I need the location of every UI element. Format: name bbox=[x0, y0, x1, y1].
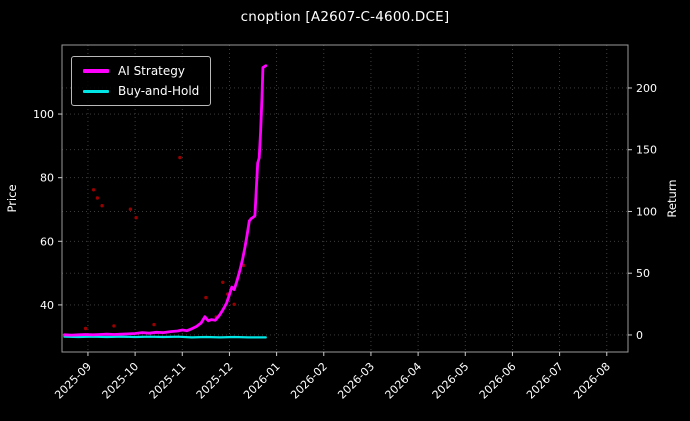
signal-dot bbox=[112, 324, 116, 328]
legend-item-ai-strategy: AI Strategy bbox=[83, 65, 199, 77]
y-tick-label-right: 150 bbox=[636, 144, 657, 157]
signal-dot bbox=[128, 207, 133, 211]
signal-dot bbox=[83, 326, 88, 331]
chart-title: cnoption [A2607-C-4600.DCE] bbox=[240, 9, 450, 25]
signal-dot bbox=[95, 196, 100, 200]
plot-border bbox=[61, 44, 629, 353]
x-tick-label: 2025-09 bbox=[52, 360, 94, 402]
x-tick-label: 2025-12 bbox=[194, 360, 236, 402]
y-tick-label-left: 80 bbox=[40, 172, 54, 185]
x-tick-label: 2025-10 bbox=[100, 360, 142, 402]
x-tick-label: 2026-01 bbox=[241, 360, 283, 402]
legend: AI Strategy Buy-and-Hold bbox=[71, 56, 212, 106]
x-tick-label: 2025-11 bbox=[147, 360, 189, 402]
legend-label-ai-strategy: AI Strategy bbox=[118, 64, 185, 78]
legend-item-buy-and-hold: Buy-and-Hold bbox=[83, 85, 199, 97]
signal-dot bbox=[232, 302, 236, 306]
series-line-buy-and-hold bbox=[63, 335, 267, 339]
y-tick-label-left: 100 bbox=[33, 108, 54, 121]
y-tick-label-left: 60 bbox=[40, 235, 54, 248]
signal-dot bbox=[178, 155, 182, 160]
signal-dot bbox=[152, 322, 156, 327]
legend-label-buy-and-hold: Buy-and-Hold bbox=[118, 84, 200, 98]
signal-dot bbox=[204, 295, 208, 300]
x-tick-label: 2026-06 bbox=[477, 360, 519, 402]
x-tick-label: 2026-08 bbox=[571, 360, 613, 402]
y-tick-label-right: 0 bbox=[636, 329, 643, 342]
y-tick-label-left: 40 bbox=[40, 299, 54, 312]
x-tick-label: 2026-05 bbox=[430, 360, 472, 402]
x-tick-label: 2026-04 bbox=[383, 360, 425, 402]
y-tick-label-right: 50 bbox=[636, 267, 650, 280]
x-tick-label: 2026-07 bbox=[524, 360, 566, 402]
signal-dot bbox=[134, 216, 138, 220]
buy-and-hold-line-swatch bbox=[83, 89, 109, 93]
x-tick-label: 2026-02 bbox=[288, 360, 330, 402]
x-tick-label: 2026-03 bbox=[335, 360, 377, 402]
signal-dot bbox=[241, 263, 246, 268]
y-tick-label-right: 100 bbox=[636, 205, 657, 218]
y-tick-label-right: 200 bbox=[636, 82, 657, 95]
ai-strategy-line-swatch bbox=[83, 69, 109, 73]
series-line-ai-strategy bbox=[63, 64, 268, 337]
y-axis-label-right: Return bbox=[665, 179, 679, 217]
y-axis-label-left: Price bbox=[5, 184, 19, 212]
signal-dot bbox=[221, 280, 225, 284]
signal-dot bbox=[100, 204, 104, 208]
signal-dot bbox=[91, 188, 96, 192]
